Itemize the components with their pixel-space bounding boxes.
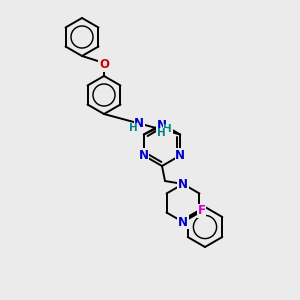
Text: H: H: [164, 124, 172, 134]
Text: N: N: [178, 178, 188, 190]
Text: H: H: [129, 123, 137, 133]
Text: N: N: [139, 149, 149, 162]
Text: N: N: [157, 118, 167, 130]
Text: F: F: [198, 205, 206, 218]
Text: H: H: [158, 128, 166, 139]
Text: N: N: [157, 119, 167, 132]
Text: N: N: [175, 149, 185, 162]
Text: N: N: [134, 117, 144, 130]
Text: N: N: [178, 215, 188, 229]
Text: O: O: [99, 58, 109, 71]
